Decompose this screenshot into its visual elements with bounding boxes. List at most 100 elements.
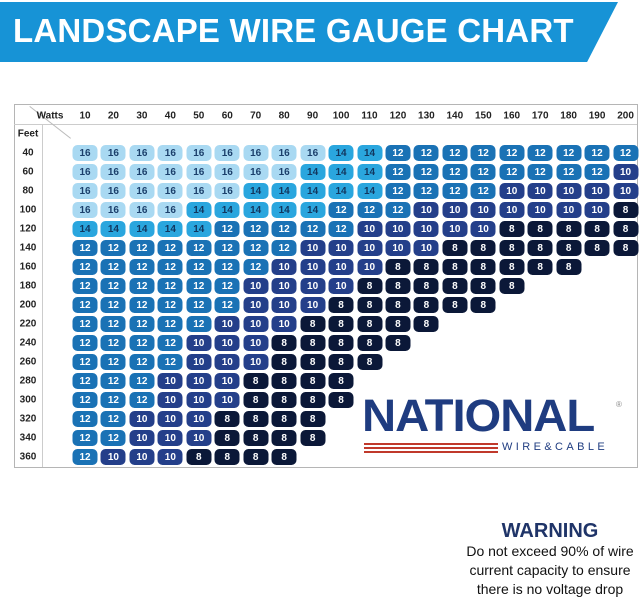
gauge-cell: 16 <box>100 164 126 180</box>
gauge-cell: 12 <box>300 221 326 237</box>
gauge-cell: 12 <box>100 259 126 275</box>
gauge-cell: 16 <box>129 183 155 199</box>
gauge-cell: 12 <box>72 335 98 351</box>
warning-line: there is no voltage drop <box>476 581 624 597</box>
gauge-cell: 14 <box>328 145 354 161</box>
gauge-cell: 8 <box>442 240 468 256</box>
gauge-cell: 8 <box>470 240 496 256</box>
gauge-cell: 8 <box>357 297 382 313</box>
gauge-cell: 10 <box>214 335 240 351</box>
gauge-cell: 12 <box>129 297 155 313</box>
watts-tick-label: 140 <box>446 110 464 122</box>
gauge-cell: 8 <box>499 278 525 294</box>
watts-tick-label: 100 <box>332 110 350 122</box>
gauge-cell: 12 <box>470 183 496 199</box>
gauge-cell: 8 <box>470 259 496 275</box>
feet-tick-label: 140 <box>19 242 37 254</box>
feet-tick-label: 300 <box>19 394 37 406</box>
gauge-cell: 12 <box>243 221 269 237</box>
gauge-cell: 12 <box>613 145 639 161</box>
watts-tick-label: 80 <box>278 110 290 122</box>
gauge-cell: 12 <box>129 316 155 332</box>
gauge-cell: 16 <box>214 183 240 199</box>
feet-tick-label: 160 <box>19 261 37 273</box>
gauge-cell: 12 <box>442 183 468 199</box>
gauge-cell: 12 <box>470 164 496 180</box>
gauge-cell: 8 <box>584 240 610 256</box>
gauge-cell: 16 <box>129 145 155 161</box>
gauge-cell: 10 <box>556 183 582 199</box>
gauge-cell: 16 <box>129 164 155 180</box>
gauge-cell: 12 <box>385 164 411 180</box>
gauge-cell: 12 <box>214 259 240 275</box>
gauge-cell: 8 <box>385 259 411 275</box>
gauge-cell: 10 <box>243 297 269 313</box>
gauge-cell: 12 <box>129 240 155 256</box>
gauge-cell: 10 <box>186 335 212 351</box>
gauge-cell: 12 <box>385 202 411 218</box>
gauge-cell: 10 <box>271 297 297 313</box>
gauge-cell: 8 <box>385 278 411 294</box>
gauge-cell: 10 <box>556 202 582 218</box>
gauge-cell: 10 <box>385 240 411 256</box>
gauge-cell: 12 <box>100 316 126 332</box>
watts-tick-label: 70 <box>250 110 262 122</box>
gauge-cell: 8 <box>300 392 326 408</box>
feet-tick-label: 80 <box>22 185 34 197</box>
gauge-cell: 14 <box>129 221 155 237</box>
gauge-cell: 10 <box>300 278 326 294</box>
watts-tick-label: 30 <box>136 110 148 122</box>
gauge-cell: 8 <box>413 297 439 313</box>
gauge-cell: 10 <box>243 335 269 351</box>
watts-tick-label: 50 <box>193 110 205 122</box>
gauge-cell: 10 <box>157 392 183 408</box>
gauge-cell: 10 <box>584 202 610 218</box>
gauge-cell: 16 <box>129 202 155 218</box>
gauge-cell: 10 <box>328 259 354 275</box>
gauge-cell: 10 <box>157 373 183 389</box>
gauge-cell: 8 <box>613 240 639 256</box>
gauge-cell: 12 <box>214 240 240 256</box>
gauge-cell: 12 <box>556 145 582 161</box>
gauge-cell: 12 <box>157 354 183 370</box>
gauge-cell: 8 <box>328 354 354 370</box>
gauge-cell: 10 <box>328 278 354 294</box>
watts-tick-label: 40 <box>164 110 176 122</box>
warning-line: current capacity to ensure <box>469 562 631 578</box>
feet-tick-label: 280 <box>19 375 37 387</box>
gauge-cell: 8 <box>527 259 553 275</box>
gauge-cell: 16 <box>100 202 126 218</box>
gauge-cell: 12 <box>100 392 126 408</box>
registered-mark: ® <box>616 400 622 409</box>
gauge-cell: 14 <box>328 164 354 180</box>
gauge-cell: 8 <box>328 373 354 389</box>
gauge-cell: 8 <box>300 373 326 389</box>
gauge-cell: 12 <box>129 259 155 275</box>
gauge-cell: 16 <box>214 145 240 161</box>
gauge-cell: 8 <box>556 221 582 237</box>
gauge-cell: 12 <box>214 297 240 313</box>
gauge-cell: 12 <box>470 145 496 161</box>
gauge-cell: 10 <box>413 202 439 218</box>
gauge-cell: 12 <box>129 335 155 351</box>
watts-tick-label: 180 <box>560 110 577 122</box>
gauge-cell: 16 <box>157 202 183 218</box>
gauge-cell: 10 <box>442 221 468 237</box>
gauge-cell: 12 <box>100 335 126 351</box>
gauge-cell: 8 <box>328 316 354 332</box>
gauge-cell: 10 <box>214 373 240 389</box>
logo-stripe <box>364 443 498 445</box>
gauge-cell: 12 <box>129 354 155 370</box>
gauge-cell: 10 <box>613 164 639 180</box>
gauge-cell: 8 <box>328 392 354 408</box>
gauge-cell: 8 <box>413 316 439 332</box>
gauge-cell: 8 <box>413 259 439 275</box>
gauge-cell: 8 <box>499 240 525 256</box>
gauge-cell: 10 <box>243 278 269 294</box>
gauge-cell: 16 <box>157 183 183 199</box>
gauge-cell: 8 <box>271 354 297 370</box>
gauge-cell: 8 <box>186 449 212 465</box>
gauge-cell: 12 <box>584 164 610 180</box>
gauge-cell: 14 <box>243 202 269 218</box>
gauge-cell: 16 <box>271 164 297 180</box>
